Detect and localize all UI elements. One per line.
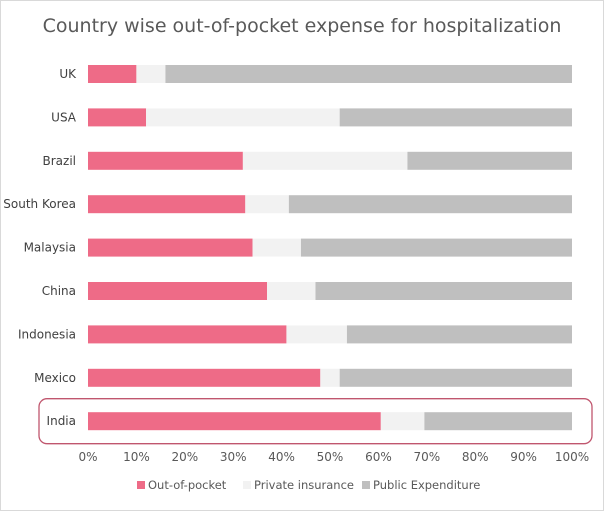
legend-swatch-public-expenditure bbox=[362, 481, 370, 489]
category-label-brazil: Brazil bbox=[43, 154, 77, 168]
category-label-usa: USA bbox=[51, 110, 77, 124]
category-label-mexico: Mexico bbox=[34, 371, 76, 385]
bar-india-out-of-pocket bbox=[88, 412, 381, 431]
category-label-south-korea: South Korea bbox=[3, 197, 76, 211]
legend-label-out-of-pocket: Out-of-pocket bbox=[148, 478, 227, 492]
category-label-china: China bbox=[42, 284, 76, 298]
bar-indonesia-out-of-pocket bbox=[88, 325, 287, 344]
x-tick-label: 40% bbox=[268, 450, 295, 464]
category-label-malaysia: Malaysia bbox=[24, 241, 76, 255]
x-tick-label: 10% bbox=[123, 450, 150, 464]
bar-india-private-insurance bbox=[380, 412, 425, 431]
legend-swatch-private-insurance bbox=[243, 481, 251, 489]
plot-area bbox=[38, 65, 593, 445]
category-label-india: India bbox=[47, 414, 76, 428]
category-label-indonesia: Indonesia bbox=[18, 327, 76, 341]
highlight-box-india bbox=[38, 398, 593, 445]
chart-title: Country wise out-of-pocket expense for h… bbox=[43, 15, 562, 37]
bar-china-out-of-pocket bbox=[88, 282, 268, 300]
bar-usa-out-of-pocket bbox=[88, 108, 147, 127]
bar-malaysia-out-of-pocket bbox=[88, 238, 253, 257]
bar-south-korea-public-expenditure bbox=[288, 195, 572, 214]
bar-uk-out-of-pocket bbox=[88, 65, 137, 83]
bar-malaysia-private-insurance bbox=[252, 238, 301, 257]
x-tick-label: 90% bbox=[510, 450, 537, 464]
bar-uk-public-expenditure bbox=[165, 65, 572, 83]
bar-malaysia-public-expenditure bbox=[300, 238, 572, 257]
x-tick-label: 30% bbox=[220, 450, 247, 464]
bar-south-korea-private-insurance bbox=[245, 195, 289, 214]
x-tick-label: 70% bbox=[413, 450, 440, 464]
bar-brazil-private-insurance bbox=[242, 151, 408, 170]
bar-mexico-public-expenditure bbox=[339, 368, 572, 387]
bar-usa-public-expenditure bbox=[339, 108, 572, 127]
x-tick-label: 20% bbox=[171, 450, 198, 464]
bar-mexico-out-of-pocket bbox=[88, 368, 321, 387]
bar-brazil-public-expenditure bbox=[407, 151, 572, 170]
bar-china-private-insurance bbox=[267, 282, 316, 300]
x-tick-label: 60% bbox=[365, 450, 392, 464]
x-tick-label: 0% bbox=[78, 450, 97, 464]
legend: Out-of-pocket Private insurance Public Exp… bbox=[137, 478, 480, 492]
bar-usa-private-insurance bbox=[146, 108, 340, 127]
legend-label-public-expenditure: Public Expenditure bbox=[373, 478, 480, 492]
legend-label-private-insurance: Private insurance bbox=[254, 478, 354, 492]
bar-mexico-private-insurance bbox=[320, 368, 340, 387]
bar-south-korea-out-of-pocket bbox=[88, 195, 246, 214]
category-label-uk: UK bbox=[59, 67, 77, 81]
x-tick-label: 80% bbox=[462, 450, 489, 464]
bar-indonesia-private-insurance bbox=[286, 325, 347, 344]
bar-india-public-expenditure bbox=[424, 412, 572, 431]
bar-brazil-out-of-pocket bbox=[88, 151, 243, 170]
category-axis: UK USA Brazil South Korea Malaysia China Indon… bbox=[3, 67, 77, 428]
bar-indonesia-public-expenditure bbox=[346, 325, 572, 344]
x-tick-label: 50% bbox=[317, 450, 344, 464]
x-tick-label: 100% bbox=[555, 450, 589, 464]
bar-uk-private-insurance bbox=[136, 65, 166, 83]
legend-swatch-out-of-pocket bbox=[137, 481, 145, 489]
bar-china-public-expenditure bbox=[315, 282, 572, 300]
value-axis: 0% 10% 20% 30% 40% 50% 60% 70% 80% 90% 100% bbox=[78, 450, 589, 464]
